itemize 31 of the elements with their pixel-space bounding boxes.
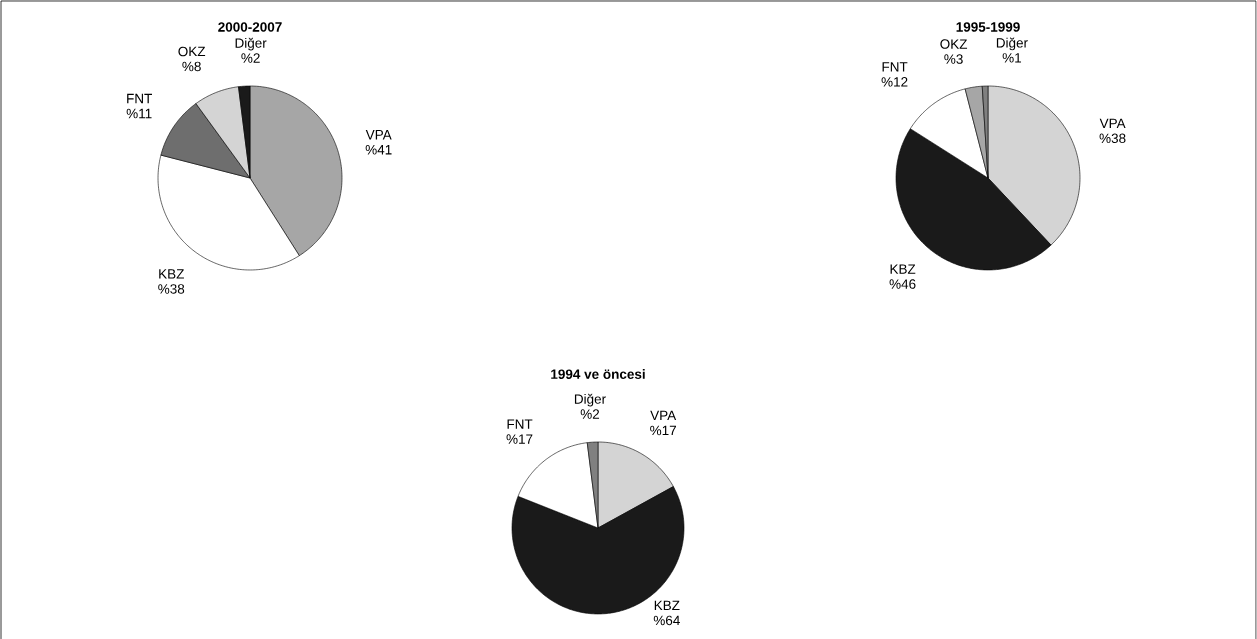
data-label: %17 (650, 425, 676, 436)
slice-label: OKZ (940, 39, 968, 49)
slice-label: VPA (365, 130, 392, 140)
data-label: %41 (365, 145, 392, 155)
slice-label: KBZ (654, 600, 680, 611)
slice-label: VPA (650, 410, 677, 421)
data-label: %38 (1099, 133, 1126, 144)
chart-title: 1994 ve öncesi (551, 369, 645, 379)
data-label: %38 (158, 284, 185, 294)
chart-title: 1995-1999 (956, 22, 1020, 32)
data-label: %2 (241, 53, 260, 63)
chart-title: 2000-2007 (218, 22, 282, 32)
slice-label: OKZ (178, 46, 206, 57)
slice-label: KBZ (159, 269, 184, 279)
data-label: %46 (889, 279, 916, 289)
data-label: %3 (944, 54, 963, 64)
slice-label: Diğer (574, 393, 606, 407)
slice-label: FNT (507, 419, 533, 429)
data-label: %11 (126, 108, 152, 119)
data-label: %8 (182, 61, 201, 72)
slice-label: VPA (1099, 118, 1126, 128)
slice-label: Diğer (235, 37, 267, 51)
slice-label: KBZ (890, 264, 916, 274)
slice-label: Diğer (996, 37, 1028, 51)
slice-label: FNT (127, 93, 152, 104)
data-label: %17 (506, 434, 533, 444)
data-label: %2 (580, 409, 600, 419)
data-label: %12 (881, 77, 908, 87)
data-label: %1 (1002, 53, 1022, 63)
slice-label: FNT (882, 62, 908, 72)
data-label: %64 (653, 615, 680, 626)
